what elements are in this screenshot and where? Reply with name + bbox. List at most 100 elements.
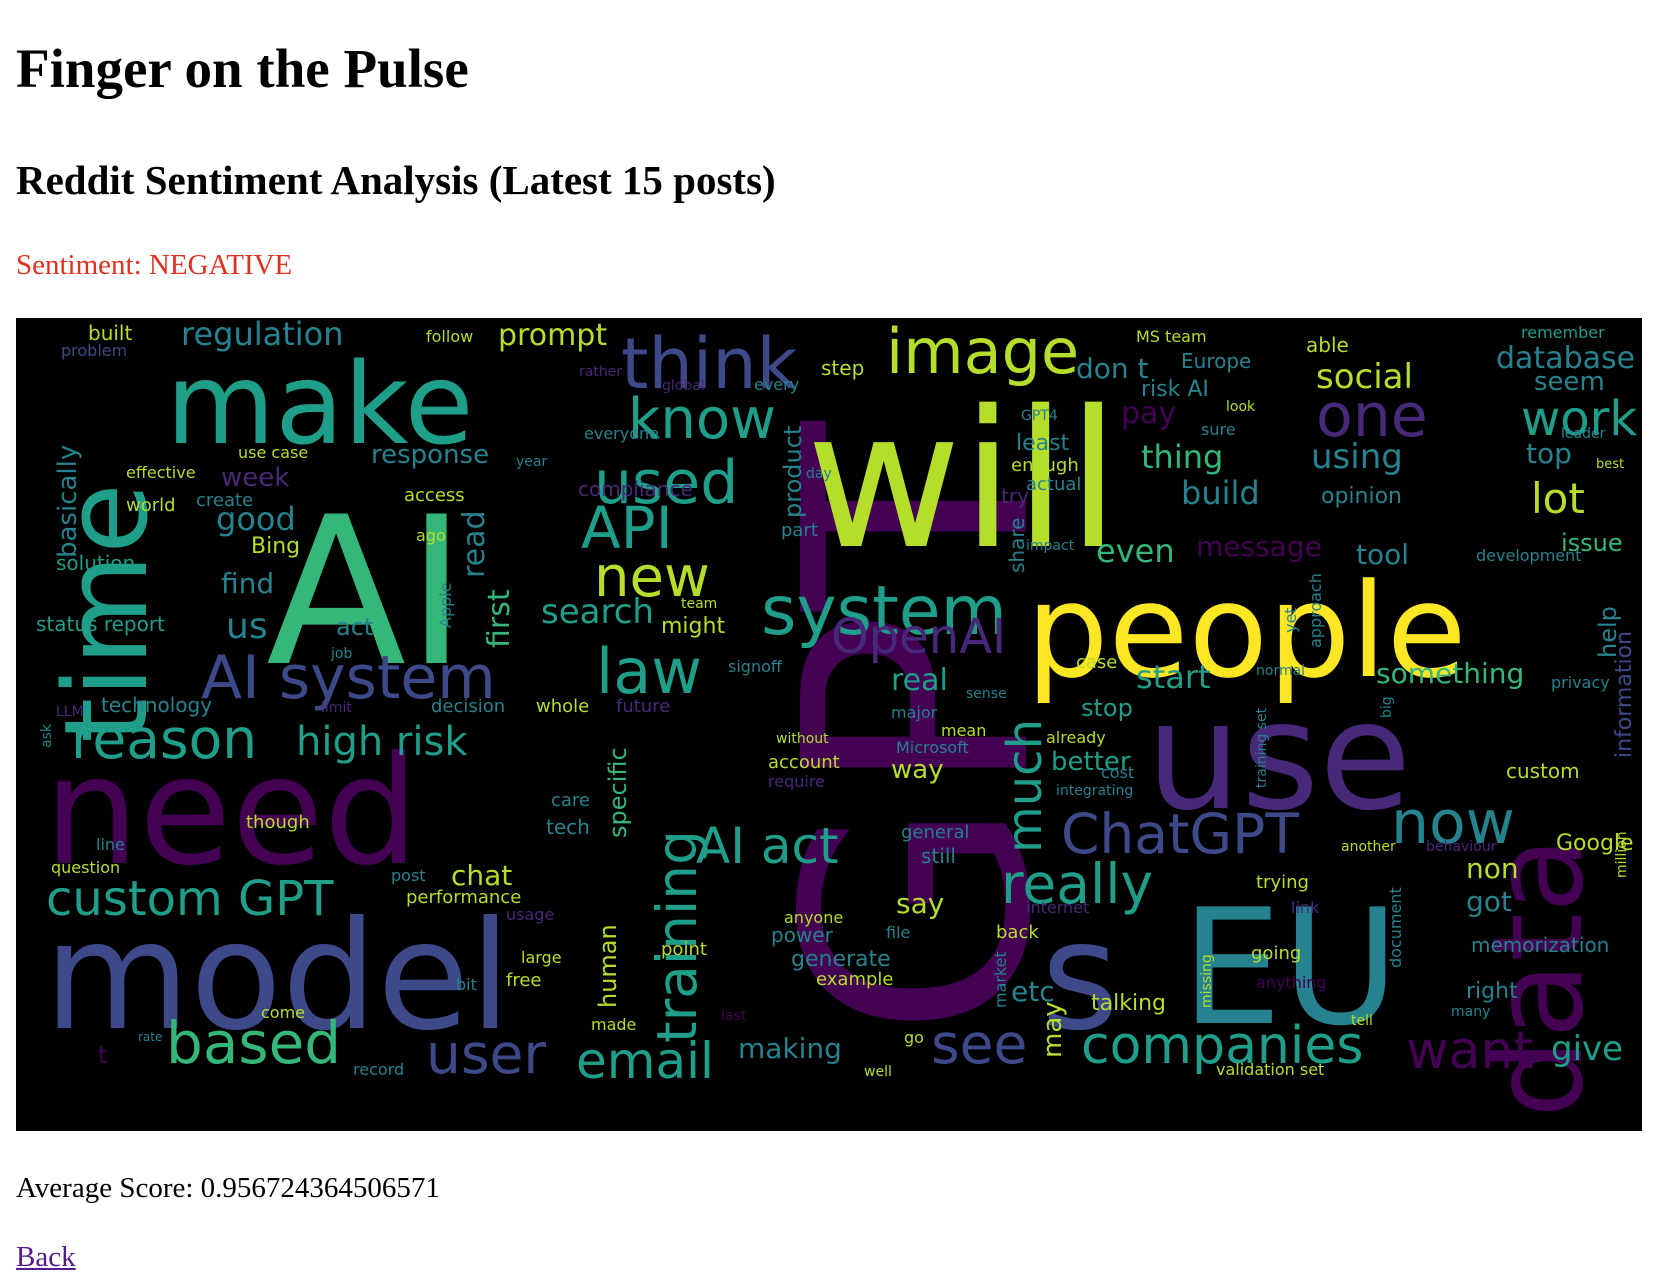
word-stop: stop (1081, 694, 1133, 722)
word-privacy: privacy (1551, 673, 1610, 692)
word-one: one (1316, 381, 1428, 451)
word-human: human (594, 924, 622, 1008)
word-anything: anything (1256, 973, 1327, 992)
word-gpt4: GPT4 (1021, 408, 1058, 424)
word-big: big (1379, 696, 1395, 718)
word-team: team (681, 596, 717, 612)
word-first: first (482, 589, 517, 648)
word-gpt: GPT (739, 417, 1100, 1038)
word-sense: sense (966, 686, 1007, 702)
word-step: step (821, 356, 864, 380)
word-development: development (1476, 546, 1582, 565)
word-may: may (1038, 1001, 1068, 1058)
word-general: general (901, 822, 969, 843)
word-time: time (40, 483, 174, 743)
word-compliance: compliance (578, 477, 693, 501)
word-signoff: signoff (728, 657, 783, 676)
back-link[interactable]: Back (16, 1241, 76, 1273)
word-built: built (88, 321, 132, 345)
word-example: example (816, 969, 893, 990)
word-file: file (886, 923, 910, 942)
word-work: work (1521, 391, 1637, 447)
word-apple: Apple (436, 582, 455, 628)
word-effective: effective (126, 463, 196, 482)
word-right: right (1466, 979, 1518, 1004)
word-help: help (1594, 606, 1622, 658)
word-product: product (779, 426, 807, 518)
word-reason: reason (71, 707, 257, 771)
word-technology: technology (101, 693, 212, 717)
word-last: last (721, 1008, 747, 1024)
word-find: find (221, 567, 274, 600)
word-training: training (645, 830, 709, 1043)
word-better: better (1051, 747, 1131, 777)
word-high-risk: high risk (296, 719, 468, 765)
word-ai: AI (266, 474, 467, 712)
word-decision: decision (431, 696, 505, 717)
word-llm: LLM (56, 704, 84, 720)
word-s: s (1041, 890, 1119, 1064)
word-trying: trying (1256, 872, 1309, 893)
word-might: might (661, 614, 725, 639)
word-even: even (1096, 532, 1175, 570)
word-want: want (1406, 1021, 1534, 1081)
word-follow: follow (426, 327, 473, 346)
word-sure: sure (1201, 420, 1236, 439)
page-title: Finger on the Pulse (16, 38, 469, 99)
page-subtitle: Reddit Sentiment Analysis (Latest 15 pos… (16, 157, 776, 203)
word-think: think (621, 323, 798, 405)
word-specific: specific (604, 747, 632, 838)
word-see: see (931, 1012, 1027, 1076)
word-still: still (921, 844, 956, 868)
word-seem: seem (1534, 367, 1605, 397)
word-don-t: don t (1076, 352, 1149, 385)
word-law: law (596, 635, 702, 708)
word-major: major (891, 703, 938, 722)
word-leader: leader (1561, 426, 1606, 442)
word-every: every (754, 375, 799, 394)
word-email: email (576, 1032, 714, 1090)
word-really: really (1001, 852, 1153, 916)
word-anyone: anyone (784, 908, 843, 927)
word-large: large (521, 948, 562, 967)
word-many: many (1451, 1004, 1490, 1020)
word-usage: usage (506, 905, 554, 924)
word-new: new (594, 545, 710, 610)
word-future: future (616, 696, 670, 717)
word-make: make (166, 340, 474, 470)
word-world: world (126, 495, 176, 516)
word-made: made (591, 1015, 636, 1034)
word-best: best (1596, 457, 1624, 472)
word-google: Google (1556, 831, 1634, 856)
word-least: least (1016, 431, 1070, 456)
word-well: well (864, 1064, 892, 1080)
word-chat: chat (451, 859, 512, 892)
word-give: give (1551, 1029, 1623, 1069)
word-tell: tell (1351, 1013, 1373, 1029)
word-training-set: training set (1254, 707, 1270, 788)
word-going: going (1251, 943, 1301, 964)
word-free: free (506, 970, 542, 991)
word-market: market (991, 951, 1010, 1008)
word-bing: Bing (251, 534, 300, 559)
word-yet: yet (1281, 607, 1300, 633)
word-tech: tech (546, 815, 590, 839)
word-model: model (44, 890, 511, 1064)
word-need: need (44, 725, 419, 899)
word-document: document (1386, 887, 1405, 968)
word-share: share (1005, 518, 1029, 573)
word-post: post (391, 866, 426, 885)
word-try: try (1001, 484, 1029, 508)
word-something: something (1376, 657, 1524, 690)
word-prompt: prompt (498, 318, 607, 353)
word-based: based (166, 1009, 341, 1077)
word-act: act (336, 613, 373, 641)
word-normal: normal (1256, 663, 1305, 679)
word-whole: whole (536, 696, 589, 717)
word-system: system (761, 572, 1007, 651)
word-case: case (1076, 652, 1117, 673)
word-real: real (891, 663, 948, 698)
word-data: data (1466, 836, 1611, 1118)
word-opinion: opinion (1321, 484, 1402, 509)
word-ask: ask (39, 723, 55, 748)
